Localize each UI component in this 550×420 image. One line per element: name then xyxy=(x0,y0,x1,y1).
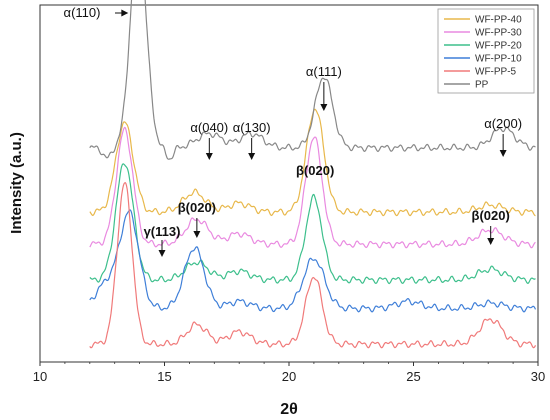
x-tick-label: 10 xyxy=(33,369,47,384)
series-line-pp xyxy=(89,0,536,160)
legend-label: WF-PP-5 xyxy=(475,67,517,78)
annotation-arrow-head xyxy=(320,104,328,111)
peak-annotation-label: α(200) xyxy=(484,116,522,131)
peak-annotation-label: β(020) xyxy=(296,163,334,178)
annotation-arrow-head xyxy=(121,9,129,17)
annotation-layer: α(110) α(040) α(130) α(111) α(200) β(020) β(02… xyxy=(64,5,522,257)
series-layer xyxy=(89,0,537,349)
x-axis-title: 2θ xyxy=(280,401,298,418)
x-tick-label: 15 xyxy=(157,369,171,384)
peak-annotation-label: γ(113) xyxy=(144,224,181,239)
series-line-wf-pp-5 xyxy=(89,181,537,349)
x-tick-label: 20 xyxy=(282,369,296,384)
annotation-arrow-head xyxy=(487,238,495,245)
annotation-arrow-head xyxy=(248,153,256,160)
annotation-arrow-head xyxy=(193,231,201,238)
peak-annotation-label: α(110) xyxy=(64,5,101,20)
y-axis-title: Intensity (a.u.) xyxy=(8,132,25,234)
legend-label: WF-PP-30 xyxy=(475,28,522,39)
series-line-wf-pp-30 xyxy=(89,126,536,249)
annotation-arrow-head xyxy=(499,150,507,157)
x-axis-ticks: 10 15 20 25 30 xyxy=(33,362,545,384)
peak-annotation-label: β(020) xyxy=(472,208,510,223)
legend-label: PP xyxy=(475,80,489,91)
series-line-wf-pp-10 xyxy=(89,209,537,313)
legend: WF-PP-40 WF-PP-30 WF-PP-20 WF-PP-10 WF-PP-5 P… xyxy=(437,8,535,94)
legend-label: WF-PP-20 xyxy=(475,41,522,52)
peak-annotation-label: α(130) xyxy=(233,120,271,135)
x-tick-label: 25 xyxy=(406,369,420,384)
annotation-arrow-head xyxy=(205,153,213,160)
legend-label: WF-PP-10 xyxy=(475,54,522,65)
peak-annotation-label: α(111) xyxy=(306,64,342,79)
annotation-arrow-head xyxy=(158,250,166,257)
legend-label: WF-PP-40 xyxy=(475,15,522,26)
legend-box xyxy=(437,8,535,94)
series-line-wf-pp-20 xyxy=(89,163,536,285)
peak-annotation-label: β(020) xyxy=(178,200,216,215)
peak-annotation-label: α(040) xyxy=(190,120,228,135)
x-tick-label: 30 xyxy=(531,369,545,384)
